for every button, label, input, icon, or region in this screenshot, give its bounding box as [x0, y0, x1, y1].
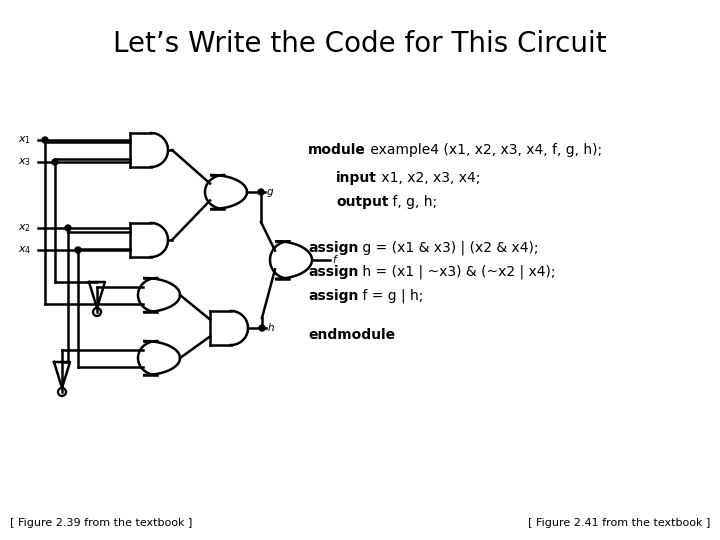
Text: g = (x1 & x3) | (x2 & x4);: g = (x1 & x3) | (x2 & x4); — [359, 241, 539, 255]
Circle shape — [258, 189, 264, 195]
Text: [ Figure 2.39 from the textbook ]: [ Figure 2.39 from the textbook ] — [10, 518, 192, 528]
Text: assign: assign — [308, 265, 359, 279]
Text: x1, x2, x3, x4;: x1, x2, x3, x4; — [377, 171, 480, 185]
Text: Let’s Write the Code for This Circuit: Let’s Write the Code for This Circuit — [113, 30, 607, 58]
Circle shape — [42, 137, 48, 143]
Circle shape — [259, 325, 265, 331]
Text: assign: assign — [308, 289, 359, 303]
Circle shape — [75, 247, 81, 253]
Text: example4 (x1, x2, x3, x4, f, g, h);: example4 (x1, x2, x3, x4, f, g, h); — [366, 143, 602, 157]
Text: h = (x1 | ~x3) & (~x2 | x4);: h = (x1 | ~x3) & (~x2 | x4); — [359, 265, 556, 279]
Circle shape — [65, 225, 71, 231]
Text: g: g — [267, 187, 274, 197]
Text: f = g | h;: f = g | h; — [359, 289, 424, 303]
Text: h: h — [268, 323, 274, 333]
Text: output: output — [336, 195, 389, 209]
Text: $x_2$: $x_2$ — [18, 222, 31, 234]
Text: $x_3$: $x_3$ — [18, 156, 31, 168]
Text: module: module — [308, 143, 366, 157]
Text: $x_1$: $x_1$ — [18, 134, 31, 146]
Text: endmodule: endmodule — [308, 328, 395, 342]
Text: f, g, h;: f, g, h; — [389, 195, 438, 209]
Circle shape — [52, 159, 58, 165]
Text: [ Figure 2.41 from the textbook ]: [ Figure 2.41 from the textbook ] — [528, 518, 710, 528]
Text: $x_4$: $x_4$ — [18, 244, 32, 256]
Text: assign: assign — [308, 241, 359, 255]
Text: f: f — [332, 255, 336, 265]
Text: input: input — [336, 171, 377, 185]
